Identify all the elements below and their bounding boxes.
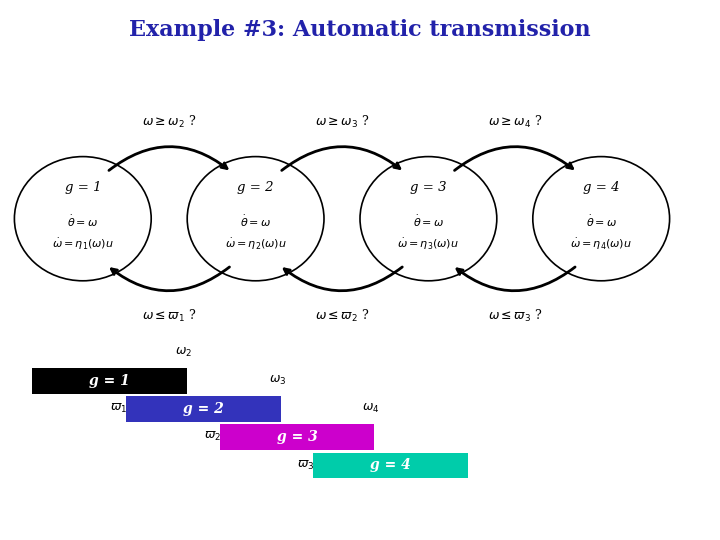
Text: $\omega_4$: $\omega_4$: [362, 402, 379, 415]
Text: g = 4: g = 4: [370, 458, 411, 472]
Ellipse shape: [14, 157, 151, 281]
Text: $\omega \leq \varpi_2$ ?: $\omega \leq \varpi_2$ ?: [315, 308, 369, 324]
Bar: [32, 368, 187, 394]
Bar: [126, 396, 281, 422]
Text: $\omega \leq \varpi_1$ ?: $\omega \leq \varpi_1$ ?: [142, 308, 197, 324]
Text: $\omega \leq \varpi_3$ ?: $\omega \leq \varpi_3$ ?: [487, 308, 542, 324]
Text: g = 2: g = 2: [238, 181, 274, 194]
Text: g = 1: g = 1: [65, 181, 101, 194]
Text: g = 3: g = 3: [410, 181, 446, 194]
Text: $\dot{\theta} = \omega$: $\dot{\theta} = \omega$: [67, 214, 99, 230]
Bar: [220, 424, 374, 450]
Text: $\omega_3$: $\omega_3$: [269, 374, 286, 387]
Text: $\omega \geq \omega_2$ ?: $\omega \geq \omega_2$ ?: [142, 113, 197, 130]
Text: g = 3: g = 3: [276, 430, 318, 444]
Text: $\dot{\omega} = \eta_4(\omega)u$: $\dot{\omega} = \eta_4(\omega)u$: [570, 237, 632, 252]
Text: Example #3: Automatic transmission: Example #3: Automatic transmission: [129, 19, 591, 41]
Text: $\omega \geq \omega_3$ ?: $\omega \geq \omega_3$ ?: [315, 113, 369, 130]
Bar: [313, 453, 468, 478]
Text: $\dot{\theta} = \omega$: $\dot{\theta} = \omega$: [585, 214, 617, 230]
Text: g = 1: g = 1: [89, 374, 130, 388]
Text: $\varpi_2$: $\varpi_2$: [204, 430, 221, 443]
Text: $\dot{\theta} = \omega$: $\dot{\theta} = \omega$: [413, 214, 444, 230]
Text: $\varpi_3$: $\varpi_3$: [297, 458, 315, 471]
Text: $\dot{\omega} = \eta_1(\omega)u$: $\dot{\omega} = \eta_1(\omega)u$: [52, 237, 114, 252]
Text: $\varpi_1$: $\varpi_1$: [110, 402, 127, 415]
Ellipse shape: [187, 157, 324, 281]
Text: g = 2: g = 2: [183, 402, 224, 416]
Ellipse shape: [360, 157, 497, 281]
Text: $\omega \geq \omega_4$ ?: $\omega \geq \omega_4$ ?: [487, 113, 542, 130]
Text: $\dot{\theta} = \omega$: $\dot{\theta} = \omega$: [240, 214, 271, 230]
Text: $\dot{\omega} = \eta_2(\omega)u$: $\dot{\omega} = \eta_2(\omega)u$: [225, 237, 287, 252]
Text: $\dot{\omega} = \eta_3(\omega)u$: $\dot{\omega} = \eta_3(\omega)u$: [397, 237, 459, 252]
Text: $\omega_2$: $\omega_2$: [175, 346, 192, 359]
Ellipse shape: [533, 157, 670, 281]
Text: g = 4: g = 4: [583, 181, 619, 194]
